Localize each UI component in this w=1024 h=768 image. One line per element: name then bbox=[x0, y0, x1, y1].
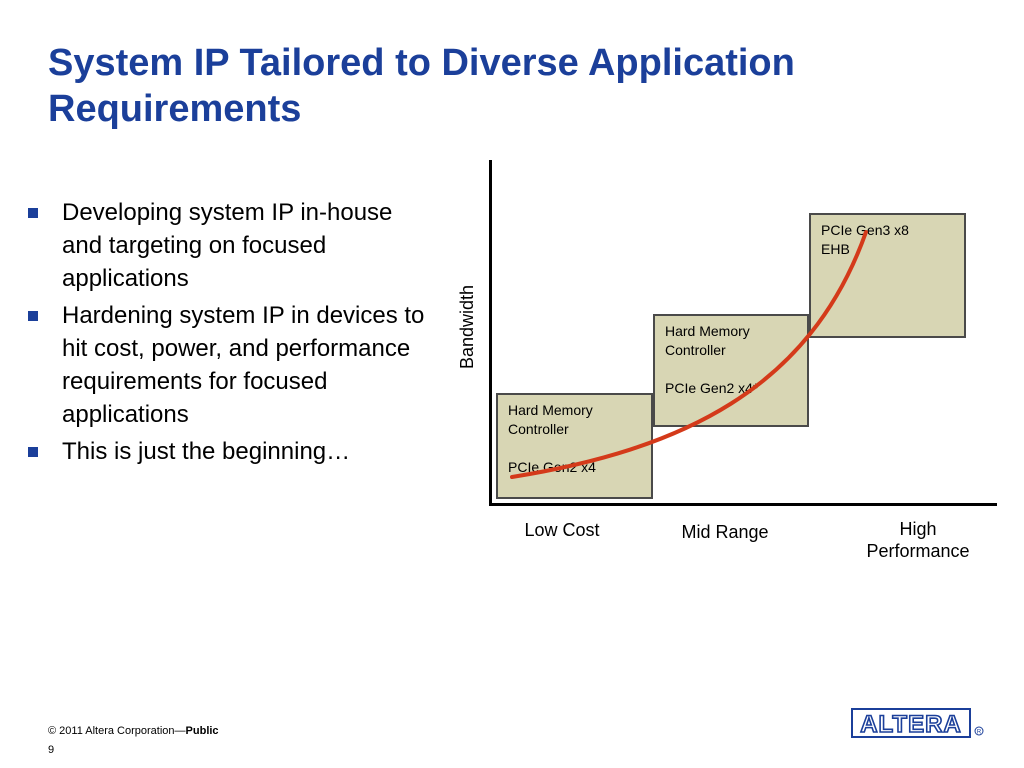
y-axis bbox=[489, 160, 492, 506]
bullet-text: Hardening system IP in devices to hit co… bbox=[62, 302, 425, 428]
box-low-cost-line1: Hard Memory bbox=[508, 402, 593, 418]
box-mid-range-line1: Hard Memory bbox=[665, 323, 750, 339]
box-low-cost: Hard Memory Controller PCIe Gen2 x4 bbox=[496, 393, 653, 499]
slide-title: System IP Tailored to Diverse Applicatio… bbox=[48, 40, 948, 132]
classification-text: Public bbox=[185, 725, 219, 737]
x-category-low-cost: Low Cost bbox=[524, 520, 600, 540]
box-high-performance-line2: EHB bbox=[821, 241, 850, 257]
box-mid-range-line2: Controller bbox=[665, 342, 726, 358]
bullet-item: Hardening system IP in devices to hit co… bbox=[26, 299, 426, 431]
slide-title-line2: Requirements bbox=[48, 88, 302, 130]
slide-title-line1: System IP Tailored to Diverse Applicatio… bbox=[48, 42, 795, 84]
bandwidth-diagram: Hard Memory Controller PCIe Gen2 x4 Hard… bbox=[430, 150, 1010, 590]
altera-logo-icon: ALTERA R bbox=[851, 708, 984, 739]
page-number: 9 bbox=[48, 744, 55, 756]
bullet-item: This is just the beginning… bbox=[26, 435, 426, 468]
square-bullet-icon bbox=[28, 208, 38, 218]
bullet-text: Developing system IP in-house and target… bbox=[62, 199, 393, 292]
svg-text:R: R bbox=[977, 730, 982, 736]
box-mid-range: Hard Memory Controller PCIe Gen2 x4* bbox=[653, 314, 809, 427]
x-axis bbox=[489, 503, 997, 506]
box-gap bbox=[665, 360, 797, 379]
box-gap bbox=[508, 439, 641, 458]
box-low-cost-line2: Controller bbox=[508, 421, 569, 437]
x-category-high-line2: Performance bbox=[866, 541, 970, 561]
box-low-cost-line3: PCIe Gen2 x4 bbox=[508, 459, 596, 475]
footer-copyright: © 2011 Altera Corporation—Public bbox=[48, 725, 219, 737]
x-category-high-line1: High bbox=[899, 519, 937, 539]
x-category-mid-range: Mid Range bbox=[681, 522, 769, 542]
bullet-list: Developing system IP in-house and target… bbox=[26, 196, 426, 472]
bullet-item: Developing system IP in-house and target… bbox=[26, 196, 426, 295]
box-mid-range-line3: PCIe Gen2 x4* bbox=[665, 380, 759, 396]
svg-text:ALTERA: ALTERA bbox=[860, 711, 962, 738]
bullet-text: This is just the beginning… bbox=[62, 438, 351, 465]
square-bullet-icon bbox=[28, 311, 38, 321]
y-axis-label: Bandwidth bbox=[457, 284, 477, 369]
square-bullet-icon bbox=[28, 447, 38, 457]
box-high-performance-line1: PCIe Gen3 x8 bbox=[821, 222, 909, 238]
box-high-performance: PCIe Gen3 x8 EHB bbox=[809, 213, 966, 338]
x-category-high-performance: High Performance bbox=[848, 518, 988, 562]
copyright-text: © 2011 Altera Corporation— bbox=[48, 725, 186, 737]
